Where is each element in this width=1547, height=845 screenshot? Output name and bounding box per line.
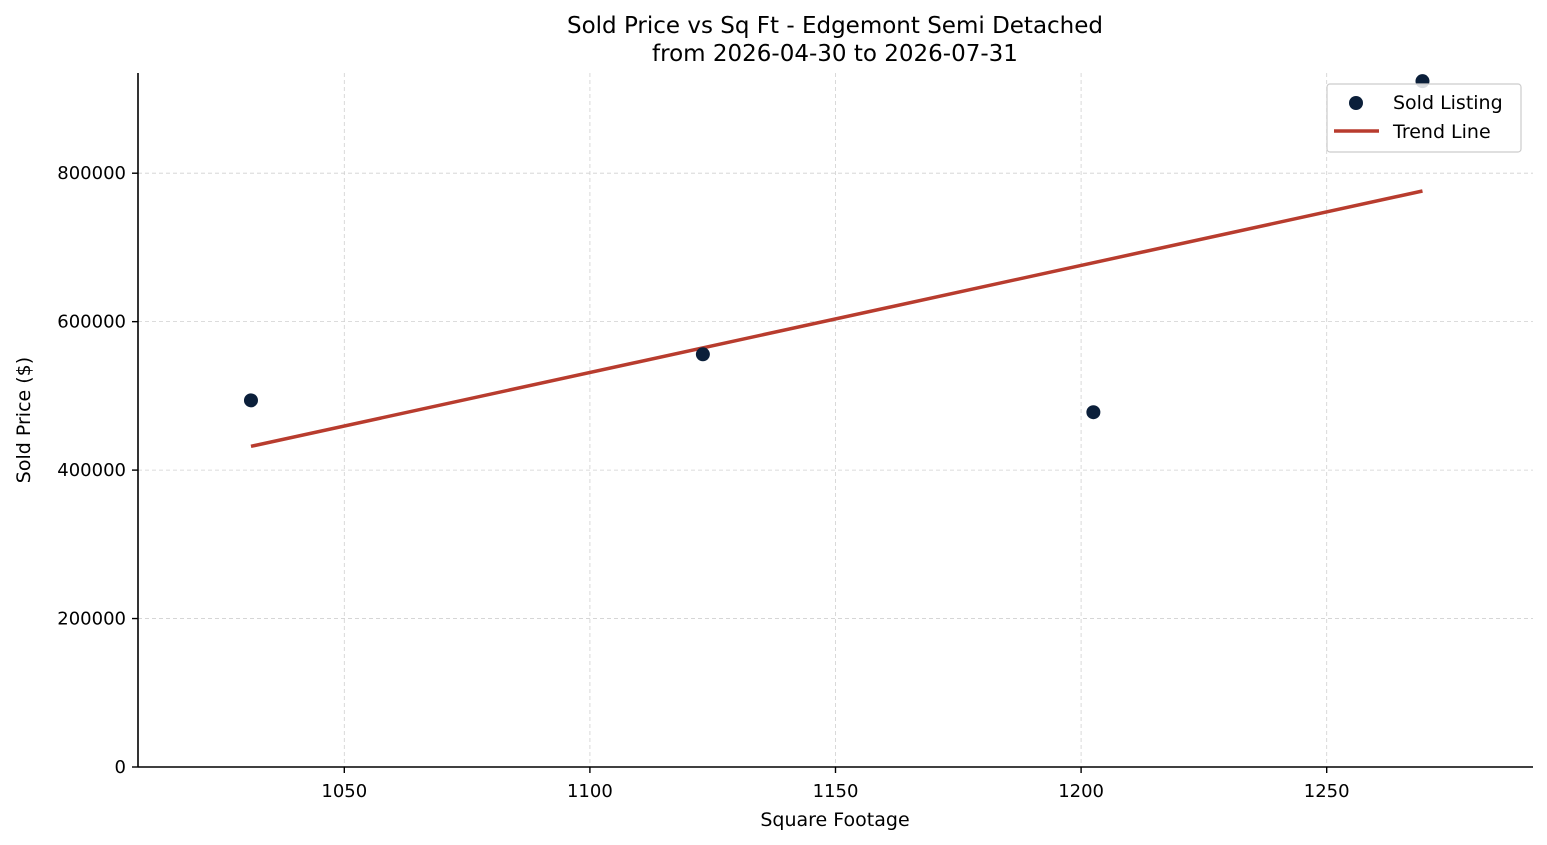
legend-label-sold-listing: Sold Listing: [1393, 92, 1503, 114]
x-axis-label: Square Footage: [760, 809, 909, 831]
y-tick-label: 400000: [57, 460, 126, 481]
y-axis-label: Sold Price ($): [13, 357, 35, 483]
x-tick-label: 1150: [813, 781, 859, 802]
x-tick-label: 1200: [1058, 781, 1104, 802]
y-tick-label: 0: [115, 757, 126, 778]
grid: [138, 73, 1533, 767]
legend-box: [1326, 83, 1522, 153]
legend-label-trend-line: Trend Line: [1392, 121, 1491, 143]
x-tick-label: 1250: [1304, 781, 1350, 802]
trend-line: [250, 189, 1423, 449]
data-point: [1086, 405, 1101, 420]
chart-title: Sold Price vs Sq Ft - Edgemont Semi Deta…: [567, 13, 1103, 39]
chart-subtitle: from 2026-04-30 to 2026-07-31: [652, 41, 1018, 67]
y-tick-label: 600000: [57, 312, 126, 333]
data-point: [243, 393, 258, 408]
plot-area: [243, 74, 1430, 449]
y-tick-label: 800000: [57, 163, 126, 184]
legend: Sold Listing Trend Line: [1326, 83, 1522, 153]
y-tick-label: 200000: [57, 609, 126, 630]
tick-labels: 1050 1100 1150 1200 1250 0 200000 400000 600000 8…: [57, 163, 1349, 802]
data-point: [695, 347, 710, 362]
axes: [132, 73, 1533, 773]
legend-marker-sold-listing: [1349, 96, 1363, 110]
x-tick-label: 1100: [567, 781, 613, 802]
x-tick-label: 1050: [321, 781, 367, 802]
